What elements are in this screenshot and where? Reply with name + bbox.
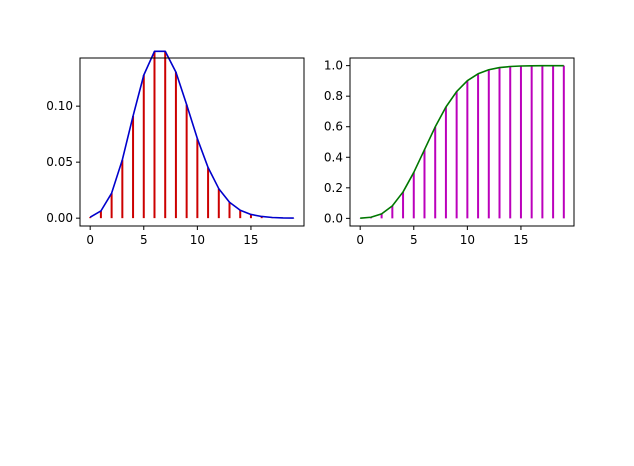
x-tick-label-1-2: 10	[460, 233, 475, 247]
y-tick-label-0-0: 0.00	[46, 211, 73, 225]
y-tick-label-1-3: 0.6	[324, 120, 343, 134]
pmf-stem-chart: 0 5 10 15 0.00 0.05 0.10	[46, 50, 305, 247]
y-tick-label-1-4: 0.8	[324, 89, 343, 103]
axes-frame-1	[349, 57, 575, 227]
axes-frame-0	[79, 57, 305, 227]
x-tick-label-0-3: 15	[243, 233, 258, 247]
series-line-1-0	[360, 64, 564, 220]
y-tick-label-1-2: 0.4	[324, 150, 343, 164]
series-line-0-0	[89, 50, 294, 219]
cdf-stem-chart: 0 5 10 15 0.0 0.2 0.4 0.6 0.8 1.0	[324, 57, 575, 247]
x-tick-label-0-1: 5	[140, 233, 148, 247]
y-tick-label-1-1: 0.2	[324, 181, 343, 195]
y-tick-label-0-2: 0.10	[46, 99, 73, 113]
x-tick-label-1-3: 15	[513, 233, 528, 247]
x-tick-label-1-1: 5	[410, 233, 418, 247]
y-tick-label-0-1: 0.05	[46, 155, 73, 169]
x-tick-label-0-0: 0	[86, 233, 94, 247]
y-tick-label-1-5: 1.0	[324, 59, 343, 73]
x-tick-label-0-2: 10	[190, 233, 205, 247]
x-tick-label-1-0: 0	[356, 233, 364, 247]
y-tick-label-1-0: 0.0	[324, 211, 343, 225]
